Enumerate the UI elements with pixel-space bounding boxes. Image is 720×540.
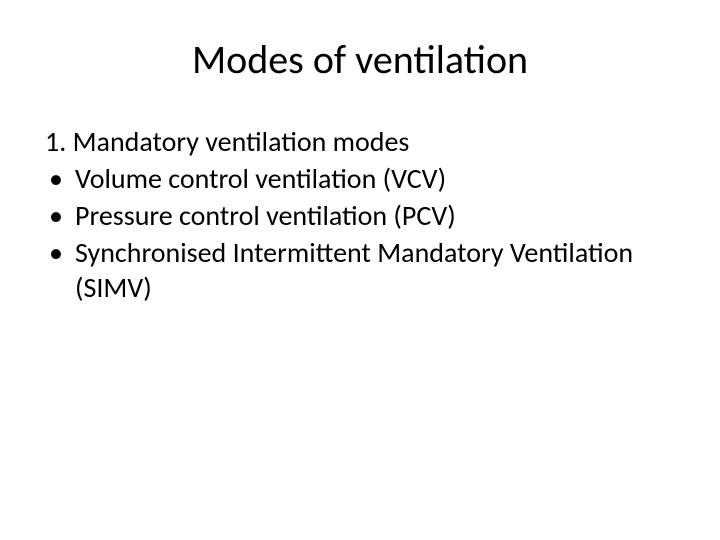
- slide-content: 1. Mandatory ventilation modes • Volume …: [45, 124, 675, 305]
- bullet-item: • Volume control ventilation (VCV): [45, 161, 675, 196]
- bullet-marker-icon: •: [45, 198, 75, 233]
- bullet-item: • Synchronised Intermittent Mandatory Ve…: [45, 235, 675, 305]
- slide-title: Modes of ventilation: [45, 35, 675, 84]
- bullet-marker-icon: •: [45, 161, 75, 196]
- bullet-item: • Pressure control ventilation (PCV): [45, 198, 675, 233]
- bullet-marker-icon: •: [45, 235, 75, 270]
- bullet-text: Synchronised Intermittent Mandatory Vent…: [75, 235, 675, 305]
- slide-container: Modes of ventilation 1. Mandatory ventil…: [0, 0, 720, 540]
- section-heading: 1. Mandatory ventilation modes: [45, 124, 675, 159]
- bullet-text: Volume control ventilation (VCV): [75, 161, 675, 196]
- bullet-text: Pressure control ventilation (PCV): [75, 198, 675, 233]
